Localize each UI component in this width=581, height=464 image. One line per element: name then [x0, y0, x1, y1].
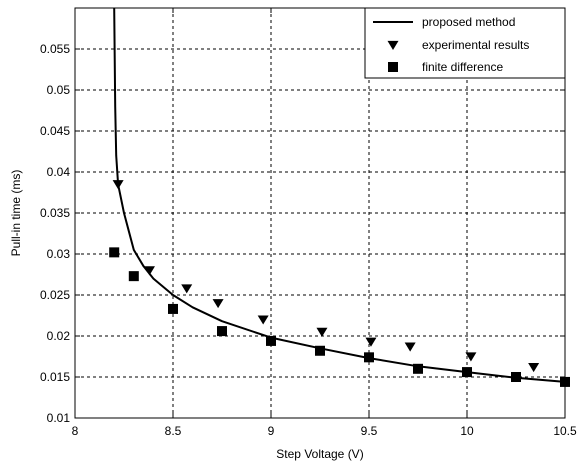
- legend-label-experimental: experimental results: [422, 38, 529, 52]
- y-tick-label: 0.025: [40, 288, 70, 302]
- series-line-proposed-method: [113, 7, 566, 383]
- marker-experimental-result: [212, 299, 224, 309]
- marker-experimental-result: [143, 266, 155, 276]
- marker-experimental-result: [365, 337, 377, 347]
- marker-finite-difference: [128, 271, 139, 282]
- y-tick-label: 0.01: [47, 411, 71, 425]
- legend-box: [364, 7, 566, 79]
- marker-finite-difference: [413, 363, 423, 374]
- marker-finite-difference: [217, 326, 227, 337]
- x-tick-label: 10: [460, 424, 474, 438]
- legend-label-finite-difference: finite difference: [422, 60, 503, 74]
- marker-experimental-result: [316, 327, 328, 337]
- y-tick-label: 0.035: [40, 206, 70, 220]
- x-tick-label: 9.5: [361, 424, 378, 438]
- x-tick-label: 9: [268, 424, 275, 438]
- y-tick-label: 0.015: [40, 370, 70, 384]
- marker-finite-difference: [266, 335, 276, 346]
- y-tick-label: 0.05: [47, 83, 71, 97]
- marker-finite-difference: [168, 303, 178, 314]
- marker-finite-difference: [315, 345, 325, 356]
- marker-finite-difference: [511, 372, 521, 382]
- legend: proposed method experimental results fin…: [364, 7, 566, 79]
- marker-experimental-result: [257, 315, 269, 325]
- y-axis-label: Pull-in time (ms): [9, 170, 23, 257]
- marker-experimental-result: [465, 352, 477, 362]
- y-tick-label: 0.02: [47, 329, 71, 343]
- x-tick-label: 10.5: [553, 424, 577, 438]
- x-axis-label: Step Voltage (V): [276, 447, 363, 461]
- y-tick-label: 0.045: [40, 124, 70, 138]
- x-tick-label: 8.5: [165, 424, 182, 438]
- y-tick-label: 0.055: [40, 42, 70, 56]
- marker-experimental-result: [112, 180, 124, 190]
- legend-marker-finite-difference: [388, 62, 398, 72]
- marker-experimental-result: [404, 342, 416, 352]
- tick-labels: 8 8.5 9 9.5 10 10.5 0.01 0.015 0.02 0.025 0.03 0.03…: [40, 42, 577, 438]
- y-tick-label: 0.04: [47, 165, 71, 179]
- marker-finite-difference: [462, 367, 472, 378]
- x-tick-label: 8: [72, 424, 79, 438]
- marker-finite-difference: [364, 352, 374, 363]
- y-tick-label: 0.03: [47, 247, 71, 261]
- legend-marker-experimental: [387, 40, 399, 50]
- marker-experimental-result: [181, 284, 193, 294]
- legend-label-proposed: proposed method: [422, 15, 515, 29]
- marker-experimental-result: [528, 363, 540, 373]
- marker-finite-difference: [109, 247, 120, 258]
